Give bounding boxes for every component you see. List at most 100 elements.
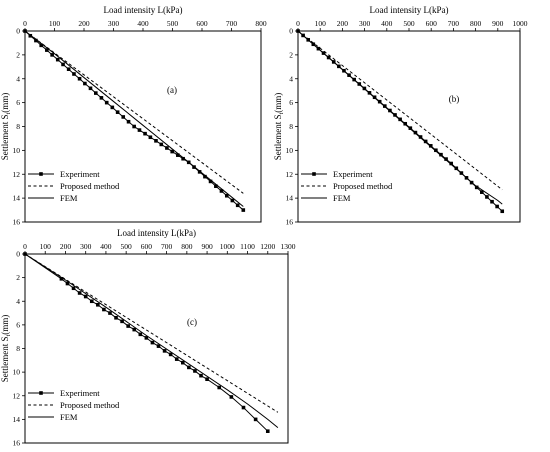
experiment-point (132, 124, 136, 129)
experiment-point (96, 302, 100, 307)
x-tick-label: 0 (23, 19, 27, 28)
experiment-point (428, 144, 433, 148)
y-tick-label: 2 (16, 273, 20, 282)
x-tick-label: 600 (196, 19, 208, 28)
x-tick-label: 400 (137, 19, 149, 28)
y-tick-label: 8 (16, 344, 20, 353)
panel-label: (b) (449, 94, 460, 104)
legend-marker (312, 172, 316, 176)
x-tick-label: 800 (470, 19, 482, 28)
x-tick-label: 100 (315, 19, 327, 28)
y-tick-label: 4 (16, 74, 20, 83)
y-tick-label: 0 (16, 250, 20, 259)
experiment-point (199, 373, 203, 378)
legend-label: FEM (60, 412, 78, 422)
y-axis-title-main: Settlement S (273, 115, 283, 161)
panel-label: (a) (167, 85, 177, 95)
experiment-point (229, 395, 234, 399)
experiment-point (59, 277, 64, 281)
legend-marker (39, 391, 43, 395)
chart-panel-2: 0 100 200 300 400 500 600 700 800 900 1000 0 2 4 6 8 10 1… (273, 5, 528, 227)
experiment-point (197, 170, 202, 174)
y-axis-title-main: Settlement S (0, 337, 10, 383)
experiment-point (77, 291, 82, 295)
x-tick-label: 400 (100, 242, 112, 251)
experiment-point (205, 377, 209, 382)
series-line-fem (24, 253, 279, 429)
legend-label: FEM (333, 193, 351, 203)
y-tick-label: 0 (16, 27, 20, 36)
experiment-point (120, 319, 124, 324)
legend: Experiment Proposed method FEM (301, 169, 393, 203)
x-tick-label: 700 (226, 19, 238, 28)
x-tick-label: 1200 (260, 242, 275, 251)
experiment-point (253, 417, 258, 422)
y-axis-title-unit: (mm) (0, 93, 10, 113)
experiment-point (418, 135, 423, 139)
y-tick-label: 6 (16, 320, 20, 329)
chart-panel-3: 0 100 200 300 400 500 600 700 800 900 1000 1100 1200… (0, 228, 296, 448)
y-axis-title: Settlement St(mm) (0, 315, 12, 383)
y-tick-label: 14 (13, 194, 21, 203)
experiment-point (241, 208, 246, 212)
x-tick-label: 900 (201, 242, 213, 251)
x-axis-title: Load intensity L(kPa) (370, 5, 449, 15)
experiment-point (66, 67, 71, 71)
x-tick-label: 800 (255, 19, 267, 28)
experiment-point (114, 315, 118, 320)
experiment-point (110, 105, 115, 110)
x-tick-label: 300 (359, 19, 371, 28)
experiment-point (104, 100, 109, 105)
chart-panel-1: 0 100 200 300 400 500 600 700 800 0 2 4 6 8 10 12 14 16 Lo… (0, 5, 267, 227)
y-tick-label: 16 (13, 439, 21, 448)
experiment-point (45, 48, 49, 52)
experiment-point (500, 209, 505, 214)
legend: Experiment Proposed method FEM (28, 169, 120, 203)
experiment-point (102, 307, 106, 312)
experiment-point (34, 38, 38, 43)
experiment-point (219, 189, 224, 193)
experiment-point (170, 149, 175, 154)
experiment-point (217, 385, 222, 390)
experiment-point (434, 148, 438, 153)
experiment-point (413, 130, 418, 135)
experiment-point (77, 76, 82, 81)
experiment-point (71, 286, 76, 291)
x-tick-label: 1000 (513, 19, 528, 28)
x-tick-label: 700 (161, 242, 173, 251)
y-tick-label: 16 (286, 218, 294, 227)
series-line-proposed-method (24, 253, 279, 413)
experiment-point (150, 340, 155, 345)
experiment-point (88, 86, 93, 91)
experiment-point (265, 429, 270, 433)
experiment-point (423, 139, 428, 144)
x-axis-title: Load intensity L(kPa) (117, 228, 196, 238)
x-tick-label: 200 (60, 242, 72, 251)
x-tick-label: 1300 (281, 242, 296, 251)
x-tick-label: 1000 (220, 242, 235, 251)
experiment-point (61, 62, 65, 67)
panel-label: (c) (187, 317, 197, 327)
x-tick-label: 600 (426, 19, 438, 28)
experiment-point (132, 327, 137, 332)
y-tick-label: 2 (289, 50, 293, 59)
y-tick-label: 8 (16, 122, 20, 131)
experiment-point (490, 199, 494, 204)
experiment-point (181, 156, 185, 161)
experiment-point (156, 344, 161, 348)
x-tick-label: 200 (78, 19, 90, 28)
x-tick-label: 300 (80, 242, 92, 251)
y-tick-label: 8 (289, 122, 293, 131)
y-tick-label: 4 (16, 297, 20, 306)
experiment-point (203, 174, 207, 179)
experiment-point (230, 198, 235, 203)
y-tick-label: 12 (13, 391, 21, 400)
experiment-point (65, 281, 70, 286)
experiment-point (108, 311, 112, 315)
y-tick-label: 10 (13, 146, 21, 155)
y-axis-title: Settlement St(mm) (0, 93, 12, 161)
experiment-point (94, 91, 98, 95)
experiment-point (72, 72, 76, 76)
experiment-point (235, 203, 240, 208)
y-axis-title-subscript: t (5, 113, 12, 115)
